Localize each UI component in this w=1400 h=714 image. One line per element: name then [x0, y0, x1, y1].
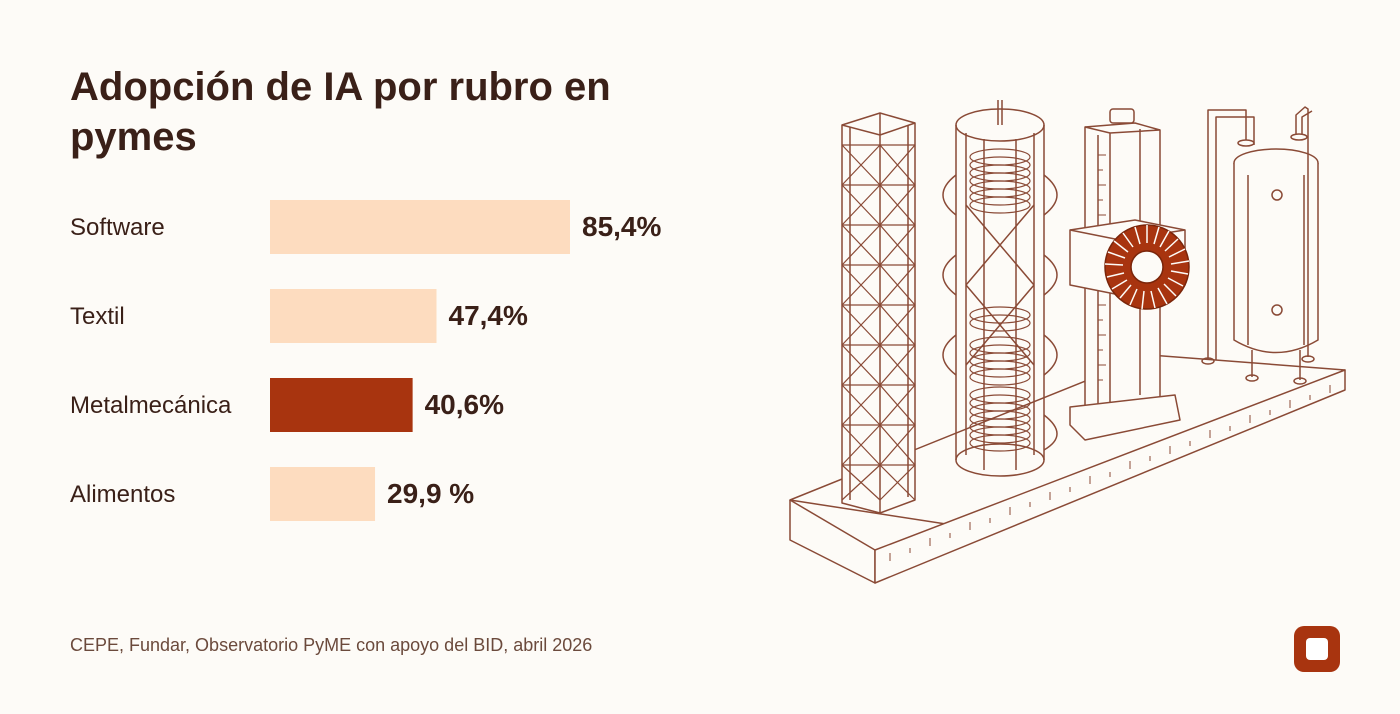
category-label: Software — [70, 214, 165, 241]
category-label: Alimentos — [70, 481, 175, 508]
value-label: 29,9 % — [387, 478, 474, 509]
lab-equipment-illustration — [789, 100, 1346, 584]
rounded-square-logo-icon — [1294, 626, 1340, 672]
bar — [270, 200, 570, 254]
bar-chart: Software 85,4% Textil 47,4% Metalmecánica 40,… — [70, 200, 661, 521]
value-label: 40,6% — [425, 389, 504, 420]
category-label: Textil — [70, 303, 125, 330]
chart-title: Adopción de IA por rubro en pymes — [70, 65, 611, 159]
bar — [270, 378, 413, 432]
value-label: 47,4% — [449, 300, 528, 331]
value-label: 85,4% — [582, 211, 661, 242]
bar — [270, 467, 376, 521]
source-note: CEPE, Fundar, Observatorio PyME con apoy… — [70, 635, 593, 655]
bar — [270, 289, 437, 343]
category-label: Metalmecánica — [70, 392, 232, 419]
